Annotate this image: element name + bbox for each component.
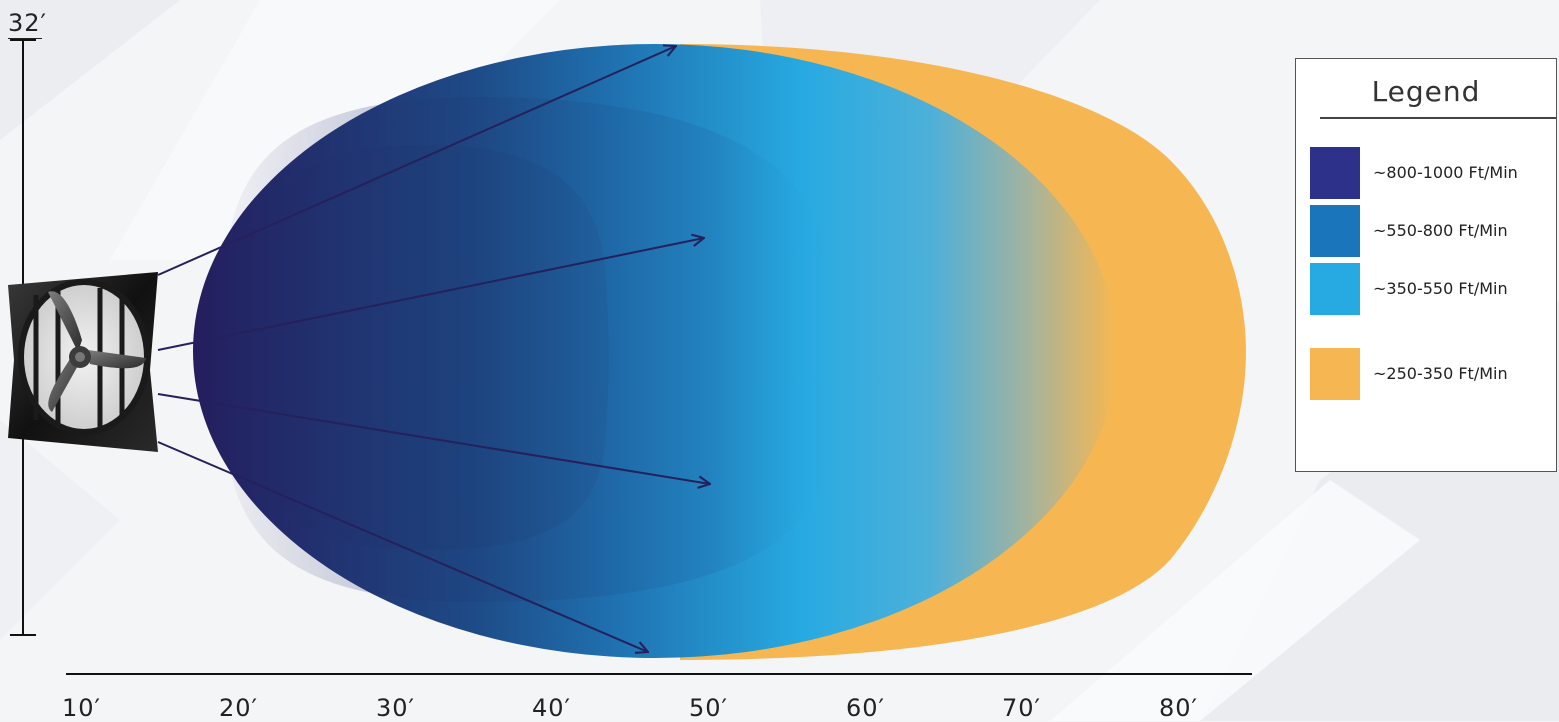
airflow-arrows xyxy=(157,46,710,652)
height-label: 32′ xyxy=(8,9,47,37)
legend-label: ~250-350 Ft/Min xyxy=(1373,364,1508,383)
airflow-arrow xyxy=(157,441,648,652)
legend-divider xyxy=(1320,117,1556,119)
height-label-underline xyxy=(8,38,42,39)
x-tick-label: 10′ xyxy=(62,694,101,722)
legend-title: Legend xyxy=(1371,75,1481,108)
legend: Legend ~800-1000 Ft/Min ~550-800 Ft/Min … xyxy=(1295,58,1557,472)
legend-label: ~350-550 Ft/Min xyxy=(1373,279,1508,298)
legend-item: ~800-1000 Ft/Min xyxy=(1310,147,1558,203)
airflow-arrow xyxy=(157,46,676,276)
fan-icon xyxy=(8,272,158,452)
x-tick-label: 70′ xyxy=(1002,694,1041,722)
x-tick-label: 50′ xyxy=(689,694,728,722)
legend-swatch xyxy=(1310,263,1360,315)
legend-item: ~250-350 Ft/Min xyxy=(1310,348,1558,404)
legend-swatch xyxy=(1310,147,1360,199)
x-tick-label: 20′ xyxy=(219,694,258,722)
airflow-arrow xyxy=(157,238,704,351)
x-tick-label: 30′ xyxy=(376,694,415,722)
zone-800-1000 xyxy=(239,145,609,550)
legend-swatch xyxy=(1310,205,1360,257)
x-tick-label: 80′ xyxy=(1159,694,1198,722)
legend-swatch xyxy=(1310,348,1360,400)
legend-item: ~550-800 Ft/Min xyxy=(1310,205,1558,261)
airflow-arrow xyxy=(157,393,710,484)
legend-item: ~350-550 Ft/Min xyxy=(1310,263,1558,319)
x-tick-label: 60′ xyxy=(846,694,885,722)
legend-label: ~800-1000 Ft/Min xyxy=(1373,163,1518,182)
x-tick-label: 40′ xyxy=(532,694,571,722)
legend-label: ~550-800 Ft/Min xyxy=(1373,221,1508,240)
